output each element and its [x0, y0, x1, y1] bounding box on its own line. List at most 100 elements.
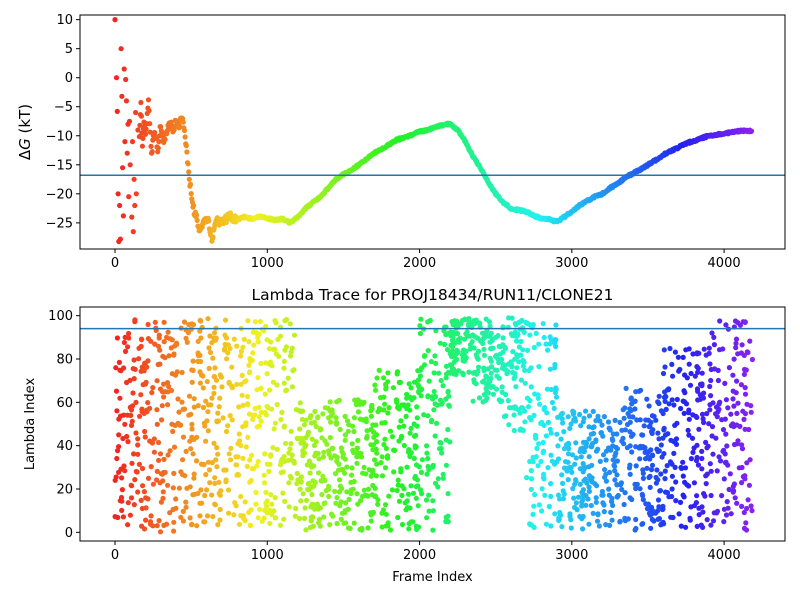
lambda-point — [597, 458, 603, 464]
lambda-point — [116, 359, 122, 365]
lambda-point — [184, 485, 190, 491]
lambda-point — [395, 514, 401, 521]
lambda-point — [426, 492, 432, 498]
lambda-point — [426, 378, 432, 384]
lambda-point — [160, 489, 166, 495]
lambda-point — [559, 472, 565, 478]
lambda-point — [533, 435, 539, 441]
lambda-point — [272, 420, 278, 426]
lambda-point — [524, 347, 531, 353]
lambda-trace-x-tick-label: 4000 — [708, 548, 741, 563]
lambda-point — [480, 399, 486, 405]
lambda-point — [223, 428, 230, 435]
delta-g-point — [183, 143, 189, 149]
lambda-point — [350, 423, 356, 429]
lambda-point — [413, 495, 419, 501]
lambda-point — [369, 406, 375, 412]
lambda-point — [444, 347, 451, 353]
lambda-point — [113, 388, 120, 394]
lambda-point — [235, 441, 241, 447]
lambda-point — [344, 418, 351, 424]
lambda-point — [298, 498, 304, 504]
lambda-point — [525, 404, 532, 410]
lambda-point — [644, 465, 650, 471]
lambda-point — [215, 451, 221, 457]
lambda-point — [382, 502, 389, 508]
lambda-point — [738, 350, 745, 356]
lambda-point — [379, 524, 385, 530]
lambda-point — [320, 411, 326, 417]
lambda-point — [131, 502, 137, 508]
lambda-point — [240, 513, 246, 519]
lambda-point — [214, 445, 220, 451]
lambda-point — [186, 322, 192, 328]
lambda-point — [372, 485, 378, 491]
lambda-point — [394, 487, 400, 494]
lambda-point — [570, 408, 576, 414]
lambda-point — [226, 510, 232, 516]
lambda-point — [741, 366, 748, 373]
lambda-point — [183, 448, 189, 454]
lambda-point — [724, 499, 730, 505]
lambda-point — [262, 391, 268, 397]
lambda-point — [430, 498, 436, 504]
lambda-point — [485, 366, 491, 372]
lambda-point — [647, 484, 653, 490]
lambda-point — [617, 419, 623, 425]
lambda-point — [179, 369, 185, 376]
lambda-point — [586, 488, 593, 494]
lambda-point — [465, 323, 472, 329]
lambda-point — [445, 519, 451, 525]
lambda-point — [128, 407, 135, 413]
lambda-point — [603, 457, 609, 463]
lambda-point — [542, 405, 548, 411]
lambda-point — [735, 400, 741, 406]
delta-g-unit: (kT) — [16, 104, 34, 138]
lambda-point — [671, 402, 677, 408]
lambda-point — [298, 474, 304, 480]
lambda-point — [137, 413, 143, 419]
lambda-point — [214, 464, 220, 470]
lambda-point — [640, 475, 647, 481]
lambda-point — [611, 457, 617, 463]
lambda-point — [205, 459, 212, 465]
lambda-point — [570, 486, 576, 492]
lambda-point — [496, 397, 502, 403]
lambda-point — [565, 459, 571, 465]
lambda-trace-y-tick-label: 20 — [56, 483, 73, 498]
lambda-point — [300, 408, 306, 414]
lambda-point — [699, 411, 706, 417]
lambda-point — [243, 378, 249, 384]
lambda-point — [527, 332, 533, 338]
lambda-point — [226, 379, 232, 385]
lambda-point — [727, 471, 733, 477]
lambda-point — [213, 457, 219, 463]
lambda-point — [115, 448, 121, 454]
lambda-point — [641, 423, 647, 429]
lambda-point — [691, 480, 698, 486]
delta-g-y-tick-label: −10 — [46, 129, 73, 144]
lambda-point — [728, 511, 734, 517]
lambda-point — [435, 484, 441, 490]
lambda-point — [325, 486, 332, 492]
lambda-point — [536, 502, 542, 508]
delta-g-point — [121, 66, 127, 72]
lambda-point — [382, 465, 389, 471]
lambda-point — [466, 369, 472, 375]
lambda-point — [359, 525, 365, 532]
lambda-point — [220, 415, 226, 421]
lambda-point — [725, 405, 731, 411]
delta-g-point — [122, 139, 128, 145]
lambda-point — [606, 445, 612, 451]
lambda-point — [272, 318, 278, 324]
lambda-point — [383, 384, 389, 391]
lambda-point — [240, 455, 246, 461]
lambda-point — [267, 387, 273, 393]
lambda-point — [410, 490, 417, 496]
lambda-point — [662, 364, 668, 370]
lambda-point — [673, 441, 680, 447]
lambda-point — [130, 390, 136, 396]
delta-g-point — [142, 131, 149, 137]
lambda-point — [294, 481, 300, 487]
